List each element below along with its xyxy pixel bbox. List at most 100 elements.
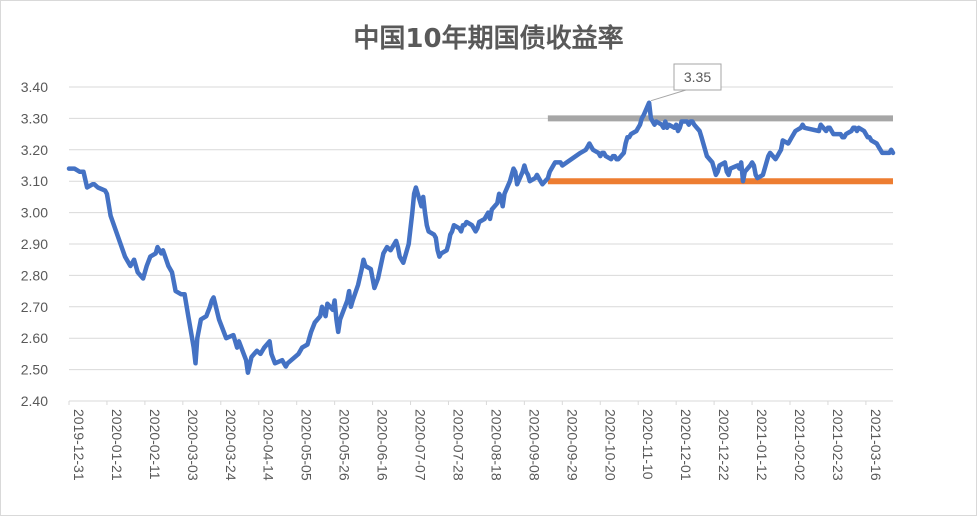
data-point [724, 161, 726, 163]
data-point [603, 152, 605, 154]
data-point [742, 180, 744, 182]
data-point [879, 149, 882, 151]
data-point [86, 186, 88, 189]
data-point [534, 177, 536, 179]
data-point [82, 171, 85, 173]
data-point [97, 186, 99, 189]
data-point [386, 246, 388, 248]
data-point [661, 124, 663, 126]
data-point [422, 196, 424, 198]
data-point [462, 224, 464, 226]
data-point [749, 164, 751, 167]
data-point [681, 120, 683, 123]
data-point [881, 152, 883, 154]
data-point [352, 299, 354, 302]
data-point [675, 124, 677, 126]
data-point [413, 193, 415, 195]
data-point [270, 353, 272, 355]
x-tick-label: 2020-04-14 [261, 409, 277, 481]
data-point [335, 318, 337, 320]
x-tick-label: 2020-09-08 [526, 409, 542, 481]
data-point [648, 102, 650, 104]
data-point [713, 168, 715, 170]
data-point [623, 152, 625, 154]
y-tick-label: 2.60 [21, 330, 48, 346]
data-point [458, 227, 460, 229]
data-point [831, 130, 833, 132]
x-tick-label: 2020-05-05 [299, 409, 315, 481]
y-tick-label: 3.20 [21, 142, 48, 158]
data-point [79, 171, 81, 173]
data-point [400, 259, 403, 261]
data-point [447, 243, 450, 245]
data-point [397, 246, 399, 248]
data-point [762, 174, 764, 176]
callout-box [673, 63, 722, 91]
data-point [465, 221, 468, 223]
data-point [588, 142, 591, 145]
data-point [420, 205, 422, 207]
data-point [791, 136, 793, 138]
data-point [484, 218, 486, 220]
data-point [503, 193, 506, 195]
data-point [263, 347, 265, 349]
data-point [238, 340, 240, 342]
reference-lines [547, 115, 893, 185]
data-point [529, 180, 531, 182]
data-point [194, 362, 197, 364]
data-point [250, 356, 253, 358]
data-point [700, 136, 703, 138]
data-point [737, 164, 739, 167]
data-point [287, 362, 289, 364]
series-layer [66, 100, 896, 375]
data-point [601, 152, 603, 154]
data-point [339, 318, 341, 320]
data-point [740, 161, 742, 163]
data-point [146, 265, 148, 267]
x-tick-label: 2020-03-03 [185, 409, 201, 481]
x-tick-label: 2020-07-28 [450, 409, 466, 481]
data-point [852, 127, 854, 129]
data-point [704, 149, 706, 151]
x-tick-label: 2021-02-23 [830, 409, 846, 481]
data-point [325, 315, 327, 317]
data-point [523, 164, 526, 167]
y-tick-label: 3.00 [21, 205, 48, 221]
x-tick-label: 2020-01-21 [109, 409, 125, 481]
data-point [802, 124, 804, 126]
data-point [525, 171, 527, 173]
callout-label: 3.35 [684, 69, 711, 85]
data-point [478, 221, 480, 223]
data-point [769, 152, 771, 154]
data-point [460, 230, 462, 232]
x-tick-label: 2020-10-20 [602, 409, 618, 481]
data-point [68, 168, 70, 170]
data-point [259, 353, 262, 355]
y-tick-label: 2.90 [21, 236, 48, 252]
data-point [232, 334, 234, 336]
chart-title: 中国10年期国债收益率 [353, 24, 624, 54]
x-tick-label: 2020-12-01 [678, 409, 694, 481]
data-point [711, 161, 713, 163]
data-point [690, 120, 692, 123]
data-point [236, 347, 238, 349]
data-point [491, 208, 493, 211]
data-point [744, 171, 746, 173]
data-point [756, 177, 759, 179]
data-point [390, 249, 392, 251]
data-point [245, 359, 247, 361]
data-point [728, 174, 730, 176]
data-point [702, 142, 704, 145]
data-point [793, 133, 795, 135]
data-point [726, 171, 728, 173]
data-point [794, 130, 797, 132]
data-point [408, 243, 410, 245]
data-point [225, 337, 227, 339]
data-point [411, 212, 413, 214]
data-point [509, 180, 511, 182]
data-point [800, 127, 802, 129]
data-point [373, 287, 375, 289]
data-point [550, 168, 553, 170]
data-point [666, 127, 668, 129]
y-tick-label: 3.10 [21, 173, 48, 189]
